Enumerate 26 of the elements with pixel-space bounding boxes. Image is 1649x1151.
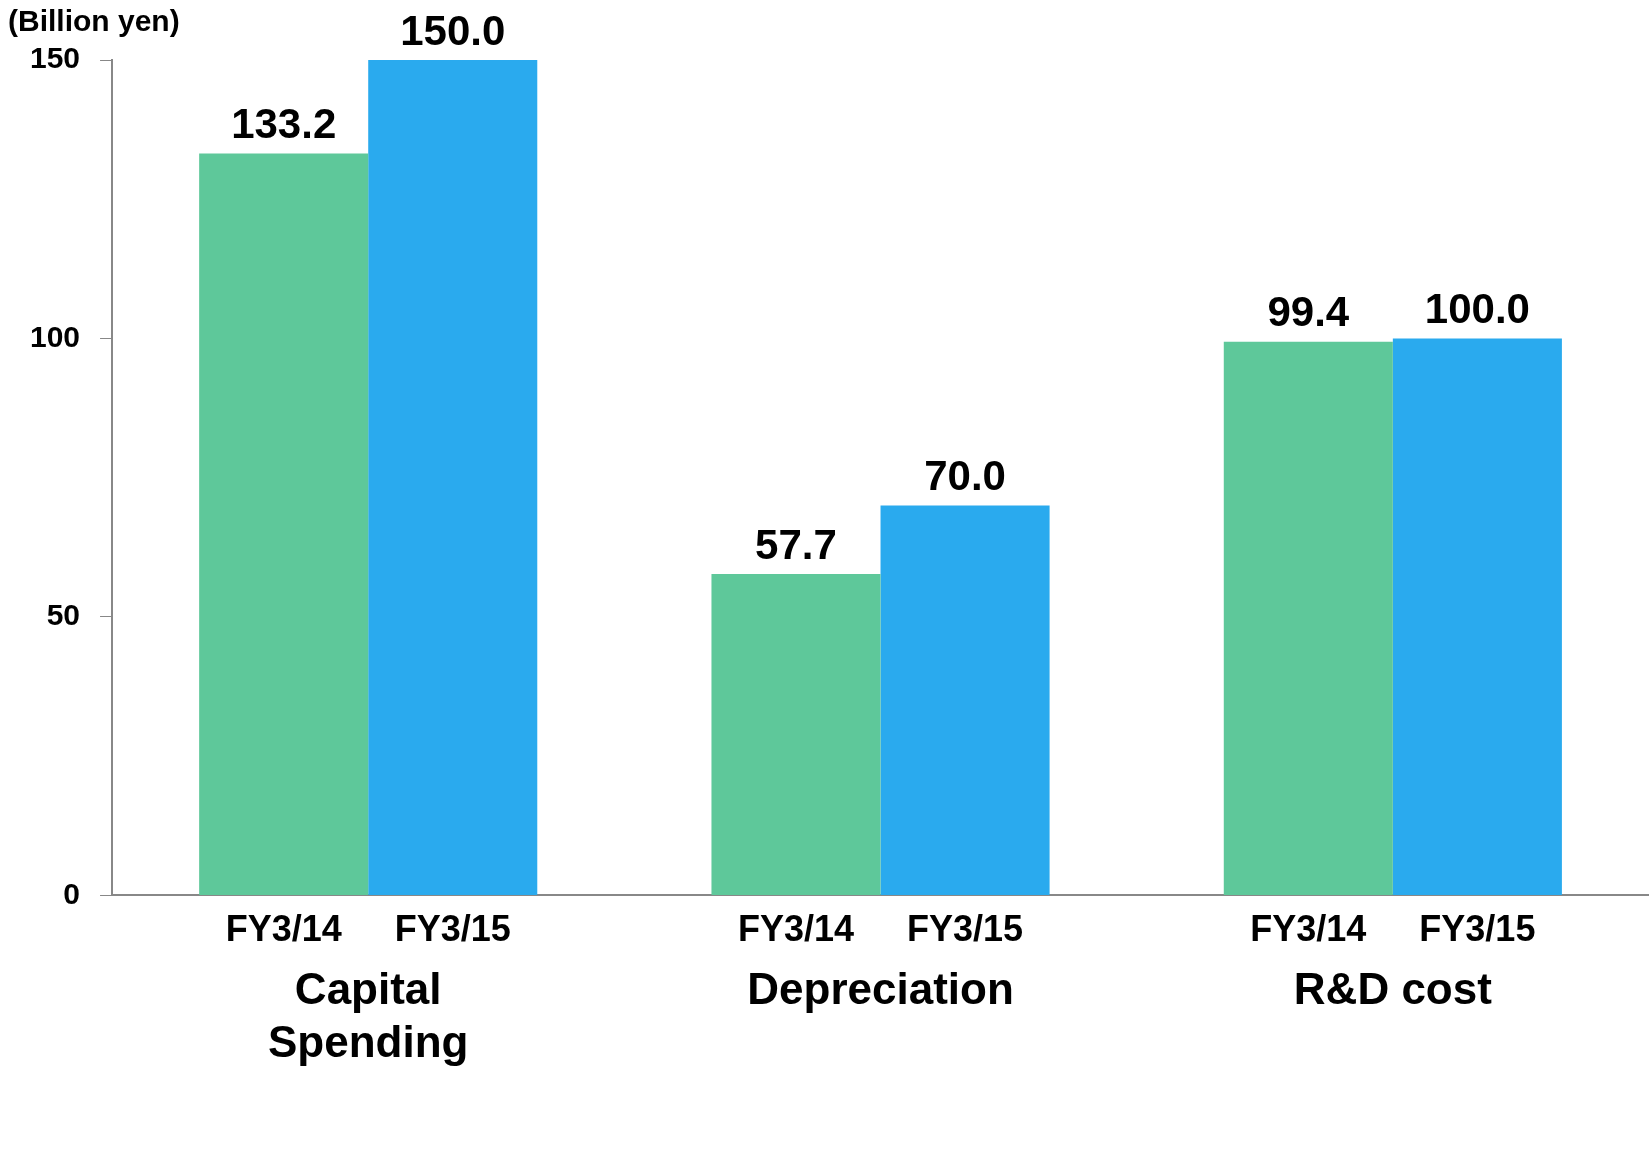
bar — [711, 574, 881, 895]
text: FY3/14 — [737, 908, 855, 950]
data-label: 99.4 — [1267, 288, 1350, 336]
text: FY3/15 — [1419, 908, 1536, 950]
y-axis-title: (Billion yen) — [8, 4, 180, 38]
text: FY3/14 — [1250, 908, 1367, 950]
data-label: 70.0 — [924, 452, 1006, 500]
y-tick-label: 50 — [46, 598, 81, 632]
text: FY3/15 — [907, 908, 1024, 950]
bar — [1223, 341, 1393, 895]
bar — [368, 60, 538, 895]
y-tick-label: 100 — [29, 319, 81, 353]
data-label: 100.0 — [1424, 285, 1530, 333]
y-tick-label: 150 — [29, 41, 81, 75]
series-label: FY3/14 — [225, 908, 342, 950]
bar — [1392, 338, 1562, 895]
data-label: 57.7 — [755, 520, 837, 568]
series-label: FY3/15 — [394, 908, 511, 950]
bar — [199, 153, 369, 895]
bar — [880, 505, 1050, 895]
x-tick-label: Depreciation — [747, 963, 1014, 1013]
y-tick-label: 0 — [63, 876, 81, 910]
data-label: 150.0 — [400, 6, 506, 54]
data-label: 133.2 — [231, 100, 337, 148]
x-tick-label: Capital Spending — [267, 963, 469, 1066]
x-tick-label: R&D cost — [1293, 963, 1493, 1013]
